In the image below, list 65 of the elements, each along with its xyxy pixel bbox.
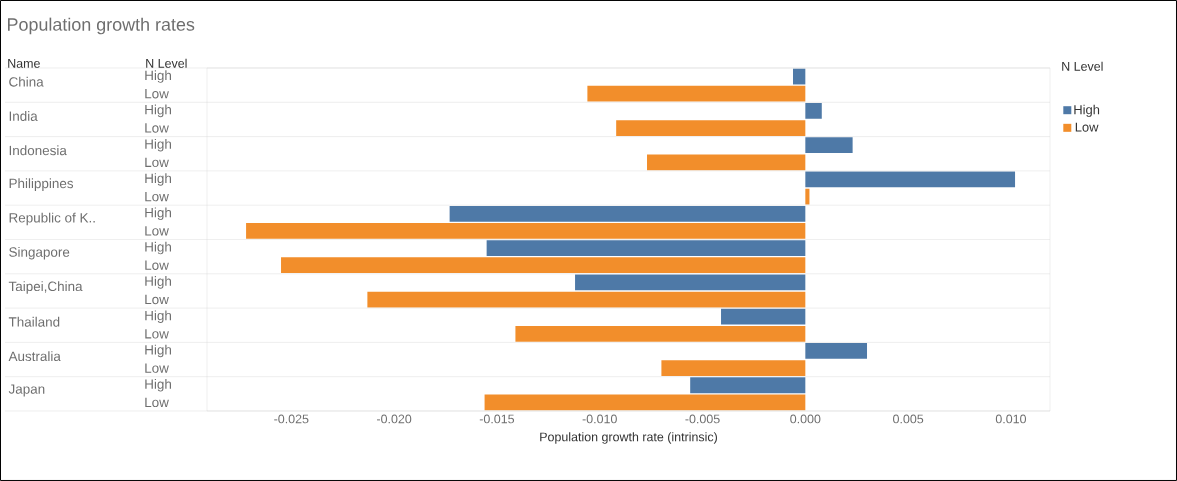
x-tick-label: 0.010 — [995, 414, 1027, 424]
x-tick-label: -0.025 — [274, 414, 309, 424]
bar — [805, 343, 868, 359]
legend-label: High — [1074, 104, 1100, 117]
y-tick-label: China — [9, 76, 44, 87]
text: Low — [145, 191, 169, 202]
text: High — [145, 70, 171, 83]
y-tick-label: Taipei,China — [8, 281, 83, 294]
text: High — [145, 241, 171, 255]
bar — [616, 120, 806, 136]
text: Low — [145, 226, 169, 236]
bar — [449, 205, 806, 222]
text: High — [145, 207, 171, 221]
text: High — [145, 173, 171, 186]
bar — [690, 377, 806, 394]
y-axis-title: Name — [8, 59, 40, 68]
text: Low — [145, 294, 169, 305]
text: High — [145, 310, 171, 323]
bar — [647, 154, 806, 171]
bar — [575, 274, 806, 291]
y-tick-label: Japan — [8, 384, 45, 397]
bar — [515, 325, 806, 342]
x-tick-label: 0.005 — [893, 414, 924, 424]
text: Low — [145, 260, 169, 270]
text: Low — [145, 363, 169, 373]
bar — [661, 360, 806, 376]
x-tick-label: -0.010 — [582, 414, 617, 424]
y-tick-label: Australia — [8, 351, 61, 362]
bar — [805, 188, 810, 205]
x-tick-label: -0.005 — [685, 414, 720, 424]
x-tick-label: -0.020 — [377, 414, 412, 424]
text: High — [145, 138, 171, 152]
y-tick-label: Singapore — [9, 246, 70, 260]
bar — [721, 308, 806, 325]
text: Low — [145, 157, 169, 167]
text: Low — [145, 329, 169, 339]
bar — [367, 291, 806, 308]
text: N Level — [146, 58, 187, 68]
text: High — [145, 344, 171, 358]
bar — [484, 394, 806, 411]
chart-title: Population growth rates — [8, 17, 195, 35]
text: High — [145, 104, 171, 118]
y-tick-label: Indonesia — [9, 145, 67, 156]
legend-label: Low — [1075, 122, 1099, 132]
text: Low — [145, 397, 169, 408]
text: High — [145, 276, 171, 289]
legend-title: N Level — [1062, 61, 1103, 71]
x-tick-label: 0.000 — [790, 414, 821, 424]
y-tick-label: Philippines — [9, 178, 74, 191]
bar — [246, 223, 806, 239]
x-tick-label: -0.015 — [479, 414, 515, 424]
bar — [486, 240, 806, 256]
y-tick-label: Thailand — [8, 316, 60, 327]
bar — [792, 68, 806, 85]
text: Low — [145, 123, 169, 133]
y-tick-label: India — [9, 111, 38, 121]
text: Low — [145, 89, 169, 99]
bar — [805, 102, 822, 119]
x-axis-title: Population growth rate (intrinsic) — [540, 432, 717, 444]
bar — [587, 85, 806, 102]
y-tick-label: Republic of K.. — [9, 212, 95, 226]
bar — [805, 137, 853, 154]
text: High — [145, 378, 171, 392]
bar — [281, 257, 806, 274]
bar — [805, 171, 1016, 188]
